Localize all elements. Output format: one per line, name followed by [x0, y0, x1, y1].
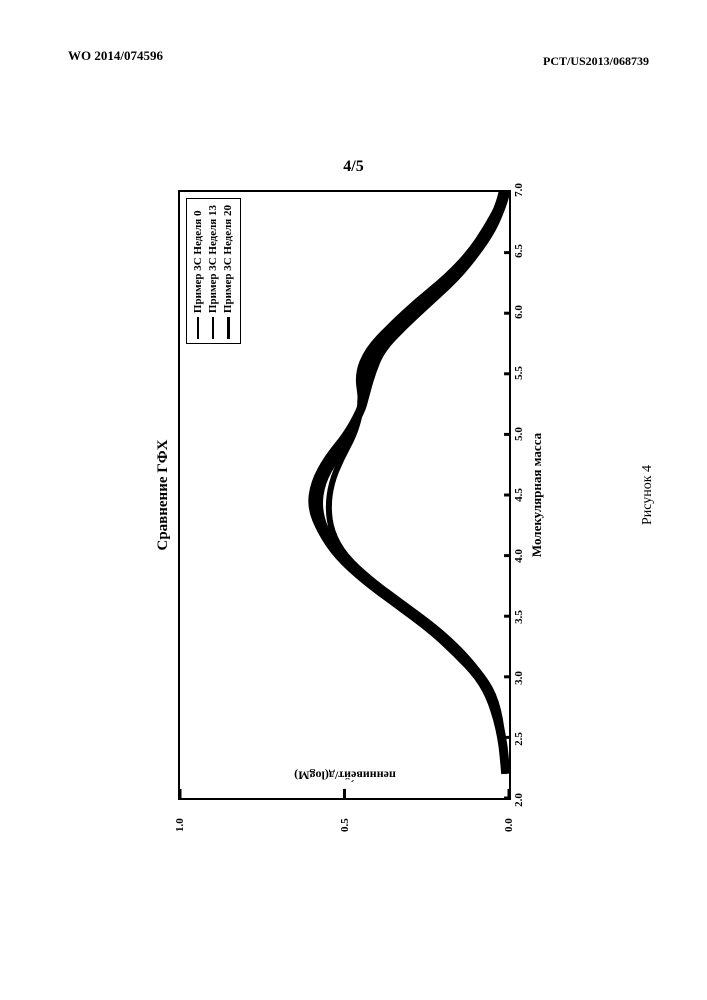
- figure-caption: Рисунок 4: [640, 465, 656, 525]
- legend-label: Пример 3С Неделя 0: [191, 211, 206, 314]
- xtick-label: 5.0: [513, 427, 525, 441]
- xtick-label: 3.0: [513, 671, 525, 685]
- xtick-label: 2.5: [513, 732, 525, 746]
- xtick-label: 5.5: [513, 366, 525, 380]
- xtick-label: 3.5: [513, 610, 525, 624]
- xtick-label: 7.0: [513, 183, 525, 197]
- x-axis-area: 2.0 2.5 3.0 3.5 4.0 4.5 5.0 5.5 6.0 6.5 …: [511, 190, 545, 800]
- ytick-label: 1.0: [174, 818, 186, 832]
- legend: Пример 3С Неделя 0 Пример 3С Неделя 13 П…: [186, 198, 241, 344]
- figure-rotated-container: Сравнение ГФХ пенниве́йт/д(logM) 0.0 0.5…: [155, 190, 545, 800]
- doc-id-left: WO 2014/074596: [68, 48, 163, 64]
- legend-label: Пример 3С Неделя 20: [221, 205, 236, 313]
- xtick-label: 6.5: [513, 244, 525, 258]
- legend-item: Пример 3С Неделя 0: [191, 205, 206, 339]
- doc-id-right: PCT/US2013/068739: [543, 54, 649, 69]
- xtick-label: 4.5: [513, 488, 525, 502]
- ytick-label: 0.0: [503, 818, 515, 832]
- legend-swatch: [227, 317, 230, 339]
- plot-area: пенниве́йт/д(logM) 0.0 0.5 1.0 Пример 3С…: [178, 190, 511, 800]
- legend-label: Пример 3С Неделя 13: [206, 205, 221, 313]
- chart-box: Сравнение ГФХ пенниве́йт/д(logM) 0.0 0.5…: [155, 190, 545, 800]
- xtick-label: 6.0: [513, 305, 525, 319]
- series-line: [319, 192, 505, 774]
- series-line: [329, 192, 506, 774]
- legend-swatch: [212, 317, 214, 339]
- legend-item: Пример 3С Неделя 13: [206, 205, 221, 339]
- xtick-label: 2.0: [513, 793, 525, 807]
- xtick-label: 4.0: [513, 549, 525, 563]
- legend-item: Пример 3С Неделя 20: [221, 205, 236, 339]
- series-line: [313, 192, 506, 774]
- page-counter: 4/5: [0, 158, 707, 176]
- chart-title: Сравнение ГФХ: [155, 190, 172, 800]
- x-axis-title: Молекулярная масса: [529, 190, 545, 800]
- ytick-label: 0.5: [339, 818, 351, 832]
- legend-swatch: [197, 317, 199, 339]
